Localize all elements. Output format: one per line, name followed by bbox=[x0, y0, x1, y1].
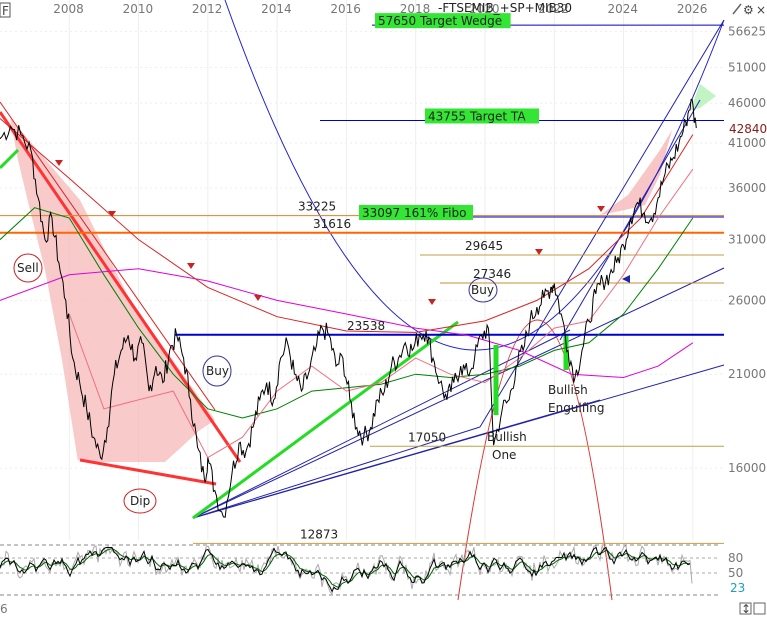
level-label: 23538 bbox=[347, 319, 385, 333]
level-label-bg bbox=[359, 204, 473, 220]
buy-label-2020: Buy bbox=[471, 283, 494, 297]
buy-label-2012: Buy bbox=[206, 364, 229, 378]
green-uptrend-top bbox=[0, 148, 20, 170]
x-tick-label: 2016 bbox=[330, 2, 361, 16]
level-label-bg bbox=[425, 108, 539, 124]
green-uptrend bbox=[192, 320, 459, 520]
x-tick-label: 2014 bbox=[261, 2, 292, 16]
bottom-toolbar[interactable]: ↕ bbox=[739, 602, 766, 616]
last-price-label: 42840 bbox=[729, 122, 767, 136]
dip-label: Dip bbox=[130, 494, 150, 508]
zoom-icon-glyph: ↕ bbox=[741, 602, 751, 616]
zoom-icon[interactable] bbox=[739, 602, 752, 615]
fan-line-6 bbox=[479, 19, 725, 428]
y-tick-label: 51000 bbox=[728, 61, 766, 75]
level-label: 29645 bbox=[465, 239, 503, 253]
fan-line-4 bbox=[192, 426, 481, 519]
down-arrow-marker bbox=[428, 299, 436, 305]
moving-average-line bbox=[0, 118, 694, 333]
down-arrow-marker bbox=[55, 160, 63, 166]
panel-corner-glyph: F bbox=[2, 4, 9, 18]
pencil-icon[interactable] bbox=[732, 3, 742, 15]
fan-line-2 bbox=[192, 267, 725, 519]
red-arc bbox=[457, 319, 613, 601]
left-arrow-marker bbox=[622, 275, 630, 283]
down-arrow-marker bbox=[187, 263, 195, 269]
down-arrow-marker bbox=[254, 295, 262, 301]
oscillator-panel: 80 50 23 6 bbox=[0, 544, 745, 616]
down-arrow-marker bbox=[535, 249, 543, 255]
settings-icon[interactable]: ⚙ bbox=[743, 3, 754, 17]
x-axis: 2008 2010 2012 2014 2016 2018 2020 2022 2024 2026 bbox=[53, 0, 707, 540]
moving-average-line bbox=[0, 268, 694, 379]
x-tick-label: 2012 bbox=[192, 2, 223, 16]
y-tick-label: 46000 bbox=[728, 96, 766, 110]
level-label: 12873 bbox=[300, 527, 338, 541]
x-tick-label: 2010 bbox=[123, 2, 154, 16]
bullish-engulfing-label-1: Bullish bbox=[548, 383, 588, 397]
y-axis: 56625 51000 46000 41000 36000 31000 26000 21000… bbox=[0, 24, 766, 475]
panel-corner-icon bbox=[0, 2, 11, 18]
fan-line-5 bbox=[192, 399, 601, 519]
buy-marker-2012 bbox=[202, 355, 232, 387]
wedge-shade-2026 bbox=[690, 84, 716, 110]
y-tick-label: 31000 bbox=[728, 233, 766, 247]
y-tick-label: 16000 bbox=[728, 461, 766, 475]
level-label: 27346 bbox=[473, 267, 511, 281]
header: F -FTSEMIB_+SP+MIB30 bbox=[0, 1, 572, 18]
y-tick-label: 36000 bbox=[728, 181, 766, 195]
level-label: 17050 bbox=[408, 430, 446, 444]
down-arrow-marker bbox=[597, 206, 605, 212]
svg-text:⚙: ⚙ bbox=[743, 3, 754, 17]
buy-marker-2020 bbox=[468, 277, 498, 303]
x-tick-label: 2024 bbox=[608, 2, 639, 16]
x-tick-label: 2020 bbox=[469, 2, 500, 16]
y-tick-label: 56625 bbox=[728, 24, 766, 38]
oscillator-main-line bbox=[0, 546, 691, 593]
x-tick-label: 2026 bbox=[677, 2, 708, 16]
chart-title: -FTSEMIB_+SP+MIB30 bbox=[438, 1, 572, 15]
wedge-shade-2008 bbox=[10, 118, 215, 462]
bullish-one-label-2: One bbox=[492, 448, 516, 462]
oscillator-raw-line bbox=[0, 544, 693, 596]
osc-label-80: 80 bbox=[728, 551, 743, 565]
signal-markers bbox=[55, 160, 630, 305]
level-label: 33225 bbox=[298, 200, 336, 214]
x-tick-label: 2022 bbox=[538, 2, 569, 16]
level-labels: 57650 Target Wedge 43755 Target TA 33225 33… bbox=[298, 13, 539, 541]
red-downtrend-1 bbox=[0, 111, 242, 463]
level-label-bg bbox=[375, 13, 511, 29]
toolbar[interactable]: ⚙ × bbox=[732, 3, 766, 17]
dip-marker bbox=[123, 488, 157, 514]
x-tick-label: 2008 bbox=[53, 2, 84, 16]
sell-marker bbox=[13, 253, 43, 283]
level-label: 43755 Target TA bbox=[428, 109, 526, 123]
sell-label: Sell bbox=[17, 261, 39, 275]
expand-icon[interactable] bbox=[753, 602, 766, 615]
level-label: 31616 bbox=[313, 217, 351, 231]
bullish-one-label-1: Bullish bbox=[487, 430, 527, 444]
red-downtrend-2 bbox=[0, 101, 216, 411]
svg-text:×: × bbox=[756, 3, 766, 17]
osc-bottom-label: 6 bbox=[0, 602, 8, 616]
trend-lines bbox=[0, 0, 725, 601]
osc-label-50: 50 bbox=[728, 566, 743, 580]
close-icon[interactable]: × bbox=[756, 3, 766, 17]
price-series bbox=[0, 98, 697, 518]
level-label: 57650 Target Wedge bbox=[378, 14, 502, 28]
annotations: Sell Buy Buy Dip Bullish One Bullish Eng… bbox=[13, 253, 605, 514]
level-label: 33097 161% Fibo bbox=[362, 206, 466, 220]
y-tick-label: 41000 bbox=[728, 136, 766, 150]
x-tick-label: 2018 bbox=[400, 2, 431, 16]
red-base-line bbox=[79, 458, 217, 486]
y-tick-label: 26000 bbox=[728, 293, 766, 307]
osc-last-value: 23 bbox=[730, 581, 745, 595]
down-arrow-marker bbox=[108, 211, 116, 217]
parabola-curve bbox=[224, 0, 725, 351]
moving-average-line bbox=[0, 207, 694, 419]
y-tick-label: 21000 bbox=[728, 367, 766, 381]
bullish-engulfing-label-2: Engulfing bbox=[548, 401, 605, 415]
